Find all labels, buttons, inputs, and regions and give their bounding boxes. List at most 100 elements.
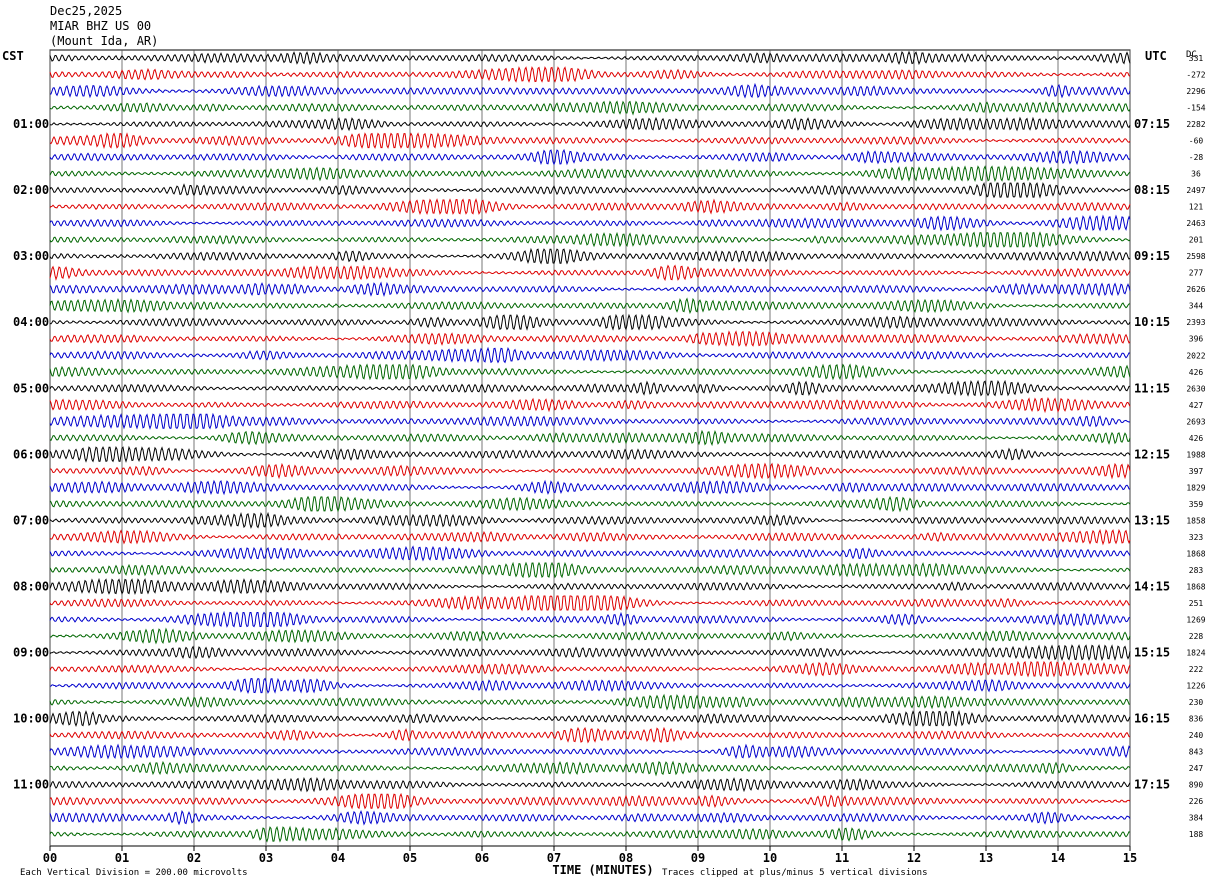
clip-note: Traces clipped at plus/minus 5 vertical … [662,868,928,878]
dc-offset-label: 230 [1189,698,1204,707]
dc-column-label: DC [1186,50,1197,60]
dc-offset-label: 36 [1191,170,1201,179]
seismic-trace [49,231,1131,249]
seismic-trace [49,297,1131,315]
dc-offset-label: 1226 [1186,682,1205,691]
seismic-trace [49,726,1131,744]
seismic-trace [49,182,1131,199]
dc-offset-label: 843 [1189,748,1204,757]
seismic-trace [49,66,1131,83]
seismic-trace [49,50,1131,66]
seismic-trace [49,247,1131,265]
seismic-trace [49,627,1131,645]
x-tick-label: 15 [1123,851,1137,865]
x-tick-label: 05 [403,851,417,865]
left-hour-label: 03:00 [13,249,49,263]
dc-offset-label: 1858 [1186,516,1205,525]
seismic-trace [49,116,1131,132]
seismic-trace [49,264,1131,282]
dc-offset-label: 344 [1189,302,1204,311]
right-hour-label: 09:15 [1134,249,1170,263]
seismic-trace [49,281,1131,298]
dc-offset-label: 1824 [1186,649,1205,658]
right-hour-label: 11:15 [1134,381,1170,395]
left-hour-label: 07:00 [13,513,49,527]
seismic-trace [49,165,1131,183]
dc-offset-label: 2497 [1186,186,1205,195]
right-hour-label: 08:15 [1134,183,1170,197]
dc-offset-label: 1829 [1186,483,1205,492]
dc-offset-label: 121 [1189,203,1204,212]
seismic-trace [49,379,1131,397]
seismic-trace [49,412,1131,430]
dc-offset-label: 359 [1189,500,1204,509]
dc-offset-label: -60 [1189,137,1204,146]
dc-offset-label: 247 [1189,764,1204,773]
header-station: MIAR BHZ US 00 [50,19,152,33]
left-hour-label: 11:00 [13,778,49,792]
dc-offset-label: 384 [1189,814,1204,823]
dc-offset-label: 426 [1189,434,1204,443]
dc-offset-label: 1868 [1186,582,1205,591]
seismic-trace [49,445,1131,463]
dc-offset-label: 2393 [1186,318,1205,327]
plot-frame [49,49,1131,847]
dc-offset-label: 1988 [1186,450,1205,459]
seismic-trace [49,132,1131,150]
dc-offset-label: -272 [1186,71,1205,80]
seismic-trace [49,214,1131,232]
left-hour-label: 10:00 [13,712,49,726]
left-hour-label: 08:00 [13,579,49,593]
right-hour-label: 16:15 [1134,712,1170,726]
left-timezone-label: CST [2,49,24,63]
seismic-trace [49,660,1131,678]
left-hour-label: 02:00 [13,183,49,197]
dc-offset-label: 2630 [1186,384,1205,393]
left-hour-label: 06:00 [13,447,49,461]
seismic-trace [49,396,1131,414]
left-hour-label: 05:00 [13,381,49,395]
seismic-trace [49,693,1131,711]
x-tick-label: 04 [331,851,345,865]
dc-offset-label: 2282 [1186,120,1205,129]
left-hour-label: 09:00 [13,646,49,660]
dc-offset-label: 240 [1189,731,1204,740]
right-hour-label: 17:15 [1134,778,1170,792]
right-hour-label: 13:15 [1134,513,1170,527]
seismic-trace [49,594,1131,612]
header-location: (Mount Ida, AR) [50,34,159,48]
seismic-trace [49,330,1131,348]
x-tick-label: 03 [259,851,273,865]
seismic-trace [49,429,1131,447]
dc-offset-label: 397 [1189,467,1204,476]
dc-offset-label: -154 [1186,104,1205,113]
seismic-trace [49,363,1131,381]
dc-offset-label: 396 [1189,335,1204,344]
left-hour-label: 01:00 [13,117,49,131]
seismic-trace [49,825,1131,843]
dc-offset-label: 277 [1189,269,1204,278]
dc-offset-label: 323 [1189,533,1204,542]
x-tick-label: 01 [115,851,129,865]
seismic-trace [49,561,1131,579]
left-hour-label: 04:00 [13,315,49,329]
seismic-trace [49,313,1131,331]
x-tick-label: 09 [691,851,705,865]
seismic-trace [49,462,1131,480]
dc-offset-label: 427 [1189,401,1204,410]
seismic-trace [49,644,1131,661]
dc-offset-label: 1269 [1186,615,1205,624]
x-tick-label: 08 [619,851,633,865]
seismic-trace [49,760,1131,777]
dc-offset-label: 251 [1189,599,1204,608]
seismic-trace [49,479,1131,496]
dc-offset-label: 283 [1189,566,1204,575]
dc-offset-label: 890 [1189,781,1204,790]
dc-offset-label: 201 [1189,236,1204,245]
dc-offset-label: 2022 [1186,351,1205,360]
dc-offset-label: 2626 [1186,285,1205,294]
dc-offset-label: 1868 [1186,549,1205,558]
seismic-trace [49,198,1131,216]
x-tick-label: 06 [475,851,489,865]
x-tick-label: 02 [187,851,201,865]
